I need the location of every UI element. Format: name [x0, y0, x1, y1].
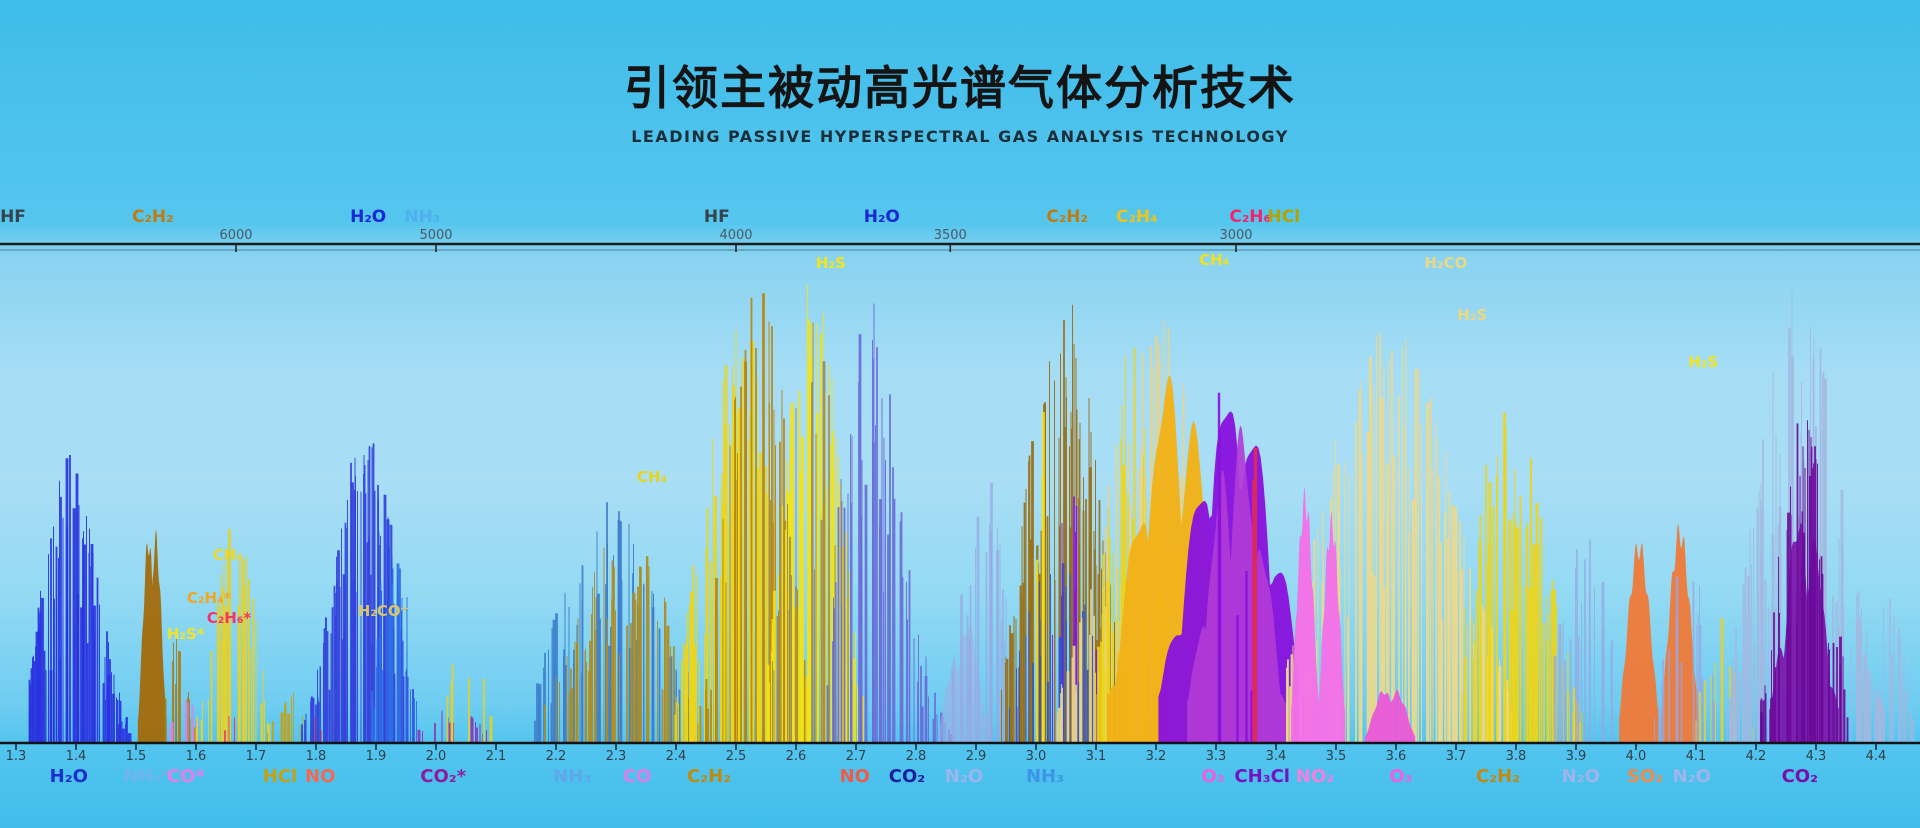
- spectral-band-O₃: [1364, 689, 1416, 742]
- bottom-axis-tick-label: 1.9: [366, 749, 387, 764]
- spectral-band-HCl: [280, 712, 290, 742]
- bottom-axis-tick-label: 2.9: [966, 749, 987, 764]
- bottom-axis-tick-label: 4.1: [1686, 749, 1707, 764]
- bottom-axis-tick-label: 3.8: [1506, 749, 1527, 764]
- spectral-band-CH₄: [200, 554, 263, 742]
- bottom-axis-tick-label: 2.5: [726, 749, 747, 764]
- bottom-axis-tick-label: 4.4: [1866, 749, 1887, 764]
- bottom-axis-tick-label: 3.6: [1386, 749, 1407, 764]
- spectral-band-CO₂*: [446, 664, 485, 742]
- spectral-band-CO₂: [1867, 598, 1914, 742]
- bottom-axis-tick-label: 4.3: [1806, 749, 1827, 764]
- bottom-axis-tick-label: 2.8: [906, 749, 927, 764]
- spectral-band-CO*: [185, 700, 195, 742]
- spectral-band-CH₃Cl: [1217, 392, 1239, 742]
- bottom-axis-tick-label: 2.3: [606, 749, 627, 764]
- bottom-axis-tick-label: 3.1: [1086, 749, 1107, 764]
- bottom-axis-tick-label: 3.9: [1566, 749, 1587, 764]
- spectral-band-C₂H₂: [137, 530, 167, 742]
- bottom-axis-tick-label: 1.7: [246, 749, 267, 764]
- spectral-band-SO₂: [1619, 543, 1659, 742]
- bottom-axis-tick-label: 1.4: [66, 749, 87, 764]
- bottom-axis-tick-label: 4.0: [1626, 749, 1647, 764]
- bottom-axis-tick-label: 2.6: [786, 749, 807, 764]
- spectral-band-NO₂: [1318, 511, 1345, 742]
- top-axis-tick-label: 3000: [1219, 228, 1252, 243]
- bottom-axis-tick-label: 2.2: [546, 749, 567, 764]
- spectral-band-NO₂: [1291, 487, 1320, 742]
- spectral-band-CH₄: [224, 529, 271, 742]
- spectral-band-N₂O: [1654, 585, 1713, 742]
- spectral-band-C₂H₆: [1252, 447, 1258, 742]
- spectral-band-N₂O: [1675, 576, 1716, 742]
- spectral-band-C₂H₆*: [228, 715, 235, 742]
- spectral-band-HCl: [272, 702, 287, 742]
- spectral-band-CH₄: [195, 550, 268, 742]
- spectral-band-SO₂: [1661, 523, 1699, 742]
- spectral-band-N₂O: [938, 624, 991, 742]
- spectral-band-H₂S: [776, 361, 826, 742]
- page-title: 引领主被动高光谱气体分析技术: [624, 61, 1296, 115]
- bottom-axis-tick-label: 2.4: [666, 749, 687, 764]
- top-axis-tick-label: 6000: [219, 228, 252, 243]
- bottom-axis-tick-label: 2.7: [846, 749, 867, 764]
- bottom-axis-tick-label: 4.2: [1746, 749, 1767, 764]
- spectral-band-N₂O: [1562, 567, 1625, 742]
- bottom-axis-tick-label: 3.5: [1326, 749, 1347, 764]
- top-axis-tick-label: 3500: [934, 228, 967, 243]
- page-subtitle: LEADING PASSIVE HYPERSPECTRAL GAS ANALYS…: [631, 127, 1289, 146]
- spectral-band-CO: [555, 547, 689, 742]
- bottom-axis-tick-label: 1.5: [126, 749, 147, 764]
- bottom-axis-tick-label: 2.0: [426, 749, 447, 764]
- spectral-band-H₂S: [789, 382, 830, 742]
- bottom-axis-tick-label: 2.1: [486, 749, 507, 764]
- spectral-band-CO₂: [1869, 607, 1909, 742]
- bottom-axis-tick-label: 3.4: [1266, 749, 1287, 764]
- spectral-band-H₂CO: [387, 563, 400, 742]
- spectral-band-CO₂: [1760, 512, 1842, 742]
- bottom-axis-tick-label: 1.8: [306, 749, 327, 764]
- bottom-axis-tick-label: 3.3: [1206, 749, 1227, 764]
- bottom-axis-tick-label: 3.0: [1026, 749, 1047, 764]
- spectral-band-N₂O: [960, 482, 999, 742]
- spectral-band-CO: [569, 567, 702, 742]
- spectral-band-H₂O: [30, 458, 131, 742]
- bottom-axis-tick-label: 1.3: [6, 749, 27, 764]
- bottom-axis-tick-label: 1.6: [186, 749, 207, 764]
- top-axis-tick-label: 4000: [719, 228, 752, 243]
- spectral-band-N₂O: [1553, 582, 1605, 742]
- top-axis-tick-label: 5000: [419, 228, 452, 243]
- bottom-axis-tick-label: 3.2: [1146, 749, 1167, 764]
- bottom-axis-tick-label: 3.7: [1446, 749, 1467, 764]
- spectral-band-CH₃Cl: [1187, 425, 1287, 742]
- spectral-band-H₂S: [1307, 357, 1509, 742]
- spectral-band-NH₃: [1009, 573, 1107, 742]
